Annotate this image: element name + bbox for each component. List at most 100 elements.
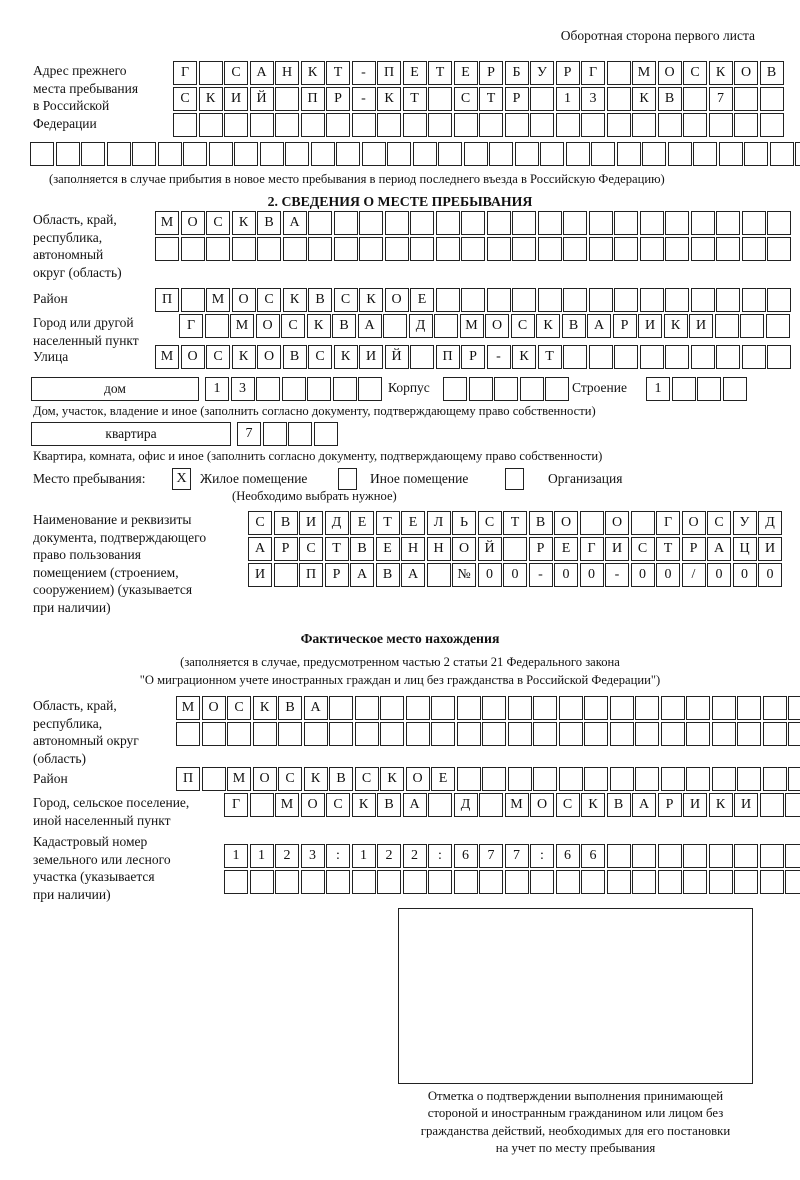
cadastral-r2-cell-4[interactable] [300,870,325,894]
district-cell-3[interactable]: М [206,288,230,312]
cadastral-r1-cell-19[interactable] [683,844,707,868]
region-r2-cell-21[interactable] [665,237,689,261]
document-r2-cell-4[interactable]: Т [324,537,349,561]
street-cell-16[interactable]: Т [537,345,562,369]
flat-cell-4[interactable] [313,422,338,446]
prev-address-r2-cell-10[interactable]: Т [402,87,427,111]
cadastral-r1-cell-14[interactable]: 6 [555,844,580,868]
cadastral-r2-cell-15[interactable] [581,870,605,894]
region-r2-cell-24[interactable] [741,237,766,261]
prev-address-r3-cell-4[interactable] [249,113,274,137]
district-cell-9[interactable]: К [359,288,383,312]
street-cell-20[interactable] [639,345,664,369]
document-r3-cell-13[interactable]: 0 [554,563,578,587]
actual-city-cell-5[interactable]: С [326,793,350,817]
document-r1-cell-7[interactable]: Е [401,511,425,535]
actual-district-cell-12[interactable] [456,767,481,791]
region-r1-cell-9[interactable] [359,211,383,235]
actual-district-cell-11[interactable]: Е [431,767,455,791]
prev-address-r4-cell-20[interactable] [514,142,539,166]
actual-city-cell-1[interactable]: Г [224,793,248,817]
prev-address-r4-cell-1[interactable] [30,142,54,166]
cadastral-r1-cell-2[interactable]: 1 [249,844,274,868]
actual-region-r2-cell-23[interactable] [737,722,761,746]
prev-address-r4-cell-3[interactable] [81,142,105,166]
region-r2-cell-9[interactable] [359,237,383,261]
korpus-cell-2[interactable] [468,377,493,401]
prev-address-r3-cell-9[interactable] [377,113,401,137]
actual-region-r1-cell-21[interactable] [686,696,710,720]
document-r2-cell-19[interactable]: А [707,537,731,561]
district-cell-22[interactable] [690,288,715,312]
document-r1-cell-20[interactable]: У [732,511,757,535]
prev-address-r1-cell-18[interactable] [606,61,631,85]
prev-address-r3-cell-8[interactable] [351,113,376,137]
district-cell-12[interactable] [435,288,460,312]
actual-region-r1-cell-16[interactable] [558,696,583,720]
document-r2-cell-3[interactable]: С [299,537,323,561]
prev-address-r4-cell-26[interactable] [667,142,692,166]
cadastral-r2-cell-13[interactable] [530,870,554,894]
prev-address-r1-cell-20[interactable]: О [657,61,682,85]
district-cell-20[interactable] [639,288,664,312]
prev-address-r2-cell-17[interactable]: 3 [581,87,605,111]
street-cell-25[interactable] [767,345,791,369]
flat-cell-1[interactable]: 7 [237,422,261,446]
prev-address-r2-cell-1[interactable]: С [173,87,197,111]
prev-address-r4-cell-12[interactable] [310,142,335,166]
prev-address-r2-cell-19[interactable]: К [632,87,656,111]
prev-address-row-4[interactable] [30,142,800,166]
actual-city-cell-19[interactable]: И [683,793,707,817]
document-r2-cell-8[interactable]: Н [426,537,451,561]
document-r2-cell-17[interactable]: Т [656,537,680,561]
document-r3-cell-11[interactable]: 0 [503,563,527,587]
actual-district-cell-7[interactable]: В [329,767,353,791]
cadastral-r1-cell-6[interactable]: 1 [351,844,376,868]
actual-region-r2-cell-2[interactable] [201,722,226,746]
prev-address-r2-cell-14[interactable]: Р [504,87,529,111]
actual-region-r2-cell-10[interactable] [405,722,430,746]
prev-address-r3-cell-20[interactable] [657,113,682,137]
actual-district-cell-15[interactable] [533,767,557,791]
actual-region-r1-cell-13[interactable] [482,696,506,720]
cadastral-r2-cell-8[interactable] [402,870,427,894]
document-r2-cell-2[interactable]: Р [273,537,298,561]
cadastral-r2-cell-22[interactable] [759,870,784,894]
actual-region-r2-cell-19[interactable] [635,722,659,746]
district-cell-18[interactable] [588,288,613,312]
cadastral-r1-cell-3[interactable]: 2 [275,844,299,868]
cadastral-r1-cell-8[interactable]: 2 [402,844,427,868]
region-r1-cell-20[interactable] [639,211,664,235]
document-r3-cell-5[interactable]: А [350,563,374,587]
checkbox-zhiloe[interactable]: X [172,468,191,490]
actual-district-cell-20[interactable] [660,767,685,791]
actual-district-cell-25[interactable] [788,767,800,791]
document-r2-cell-16[interactable]: С [630,537,655,561]
prev-address-r2-cell-16[interactable]: 1 [555,87,580,111]
document-r1-cell-13[interactable]: О [554,511,578,535]
region-r1-cell-11[interactable] [410,211,434,235]
district-cell-5[interactable]: С [257,288,281,312]
actual-city-cell-20[interactable]: К [708,793,733,817]
document-r3-cell-16[interactable]: 0 [630,563,655,587]
region-r1-cell-19[interactable] [614,211,638,235]
actual-region-r1-cell-17[interactable] [584,696,608,720]
document-r1-cell-2[interactable]: В [273,511,298,535]
city-cell-18[interactable]: Р [612,314,637,338]
prev-address-r1-cell-23[interactable]: О [734,61,758,85]
prev-address-r2-cell-13[interactable]: Т [479,87,503,111]
cadastral-r2-cell-3[interactable] [275,870,299,894]
street-cell-1[interactable]: М [155,345,179,369]
document-r1-cell-14[interactable] [579,511,604,535]
prev-address-r3-cell-24[interactable] [759,113,784,137]
region-r2-cell-17[interactable] [563,237,587,261]
document-r1-cell-3[interactable]: И [299,511,323,535]
document-row-3[interactable]: И П Р А В А № 0 0-0 0-0 0/0 0 0 [248,563,784,587]
prev-address-r1-cell-15[interactable]: У [530,61,554,85]
cadastral-r2-cell-18[interactable] [657,870,682,894]
document-r2-cell-21[interactable]: И [758,537,782,561]
